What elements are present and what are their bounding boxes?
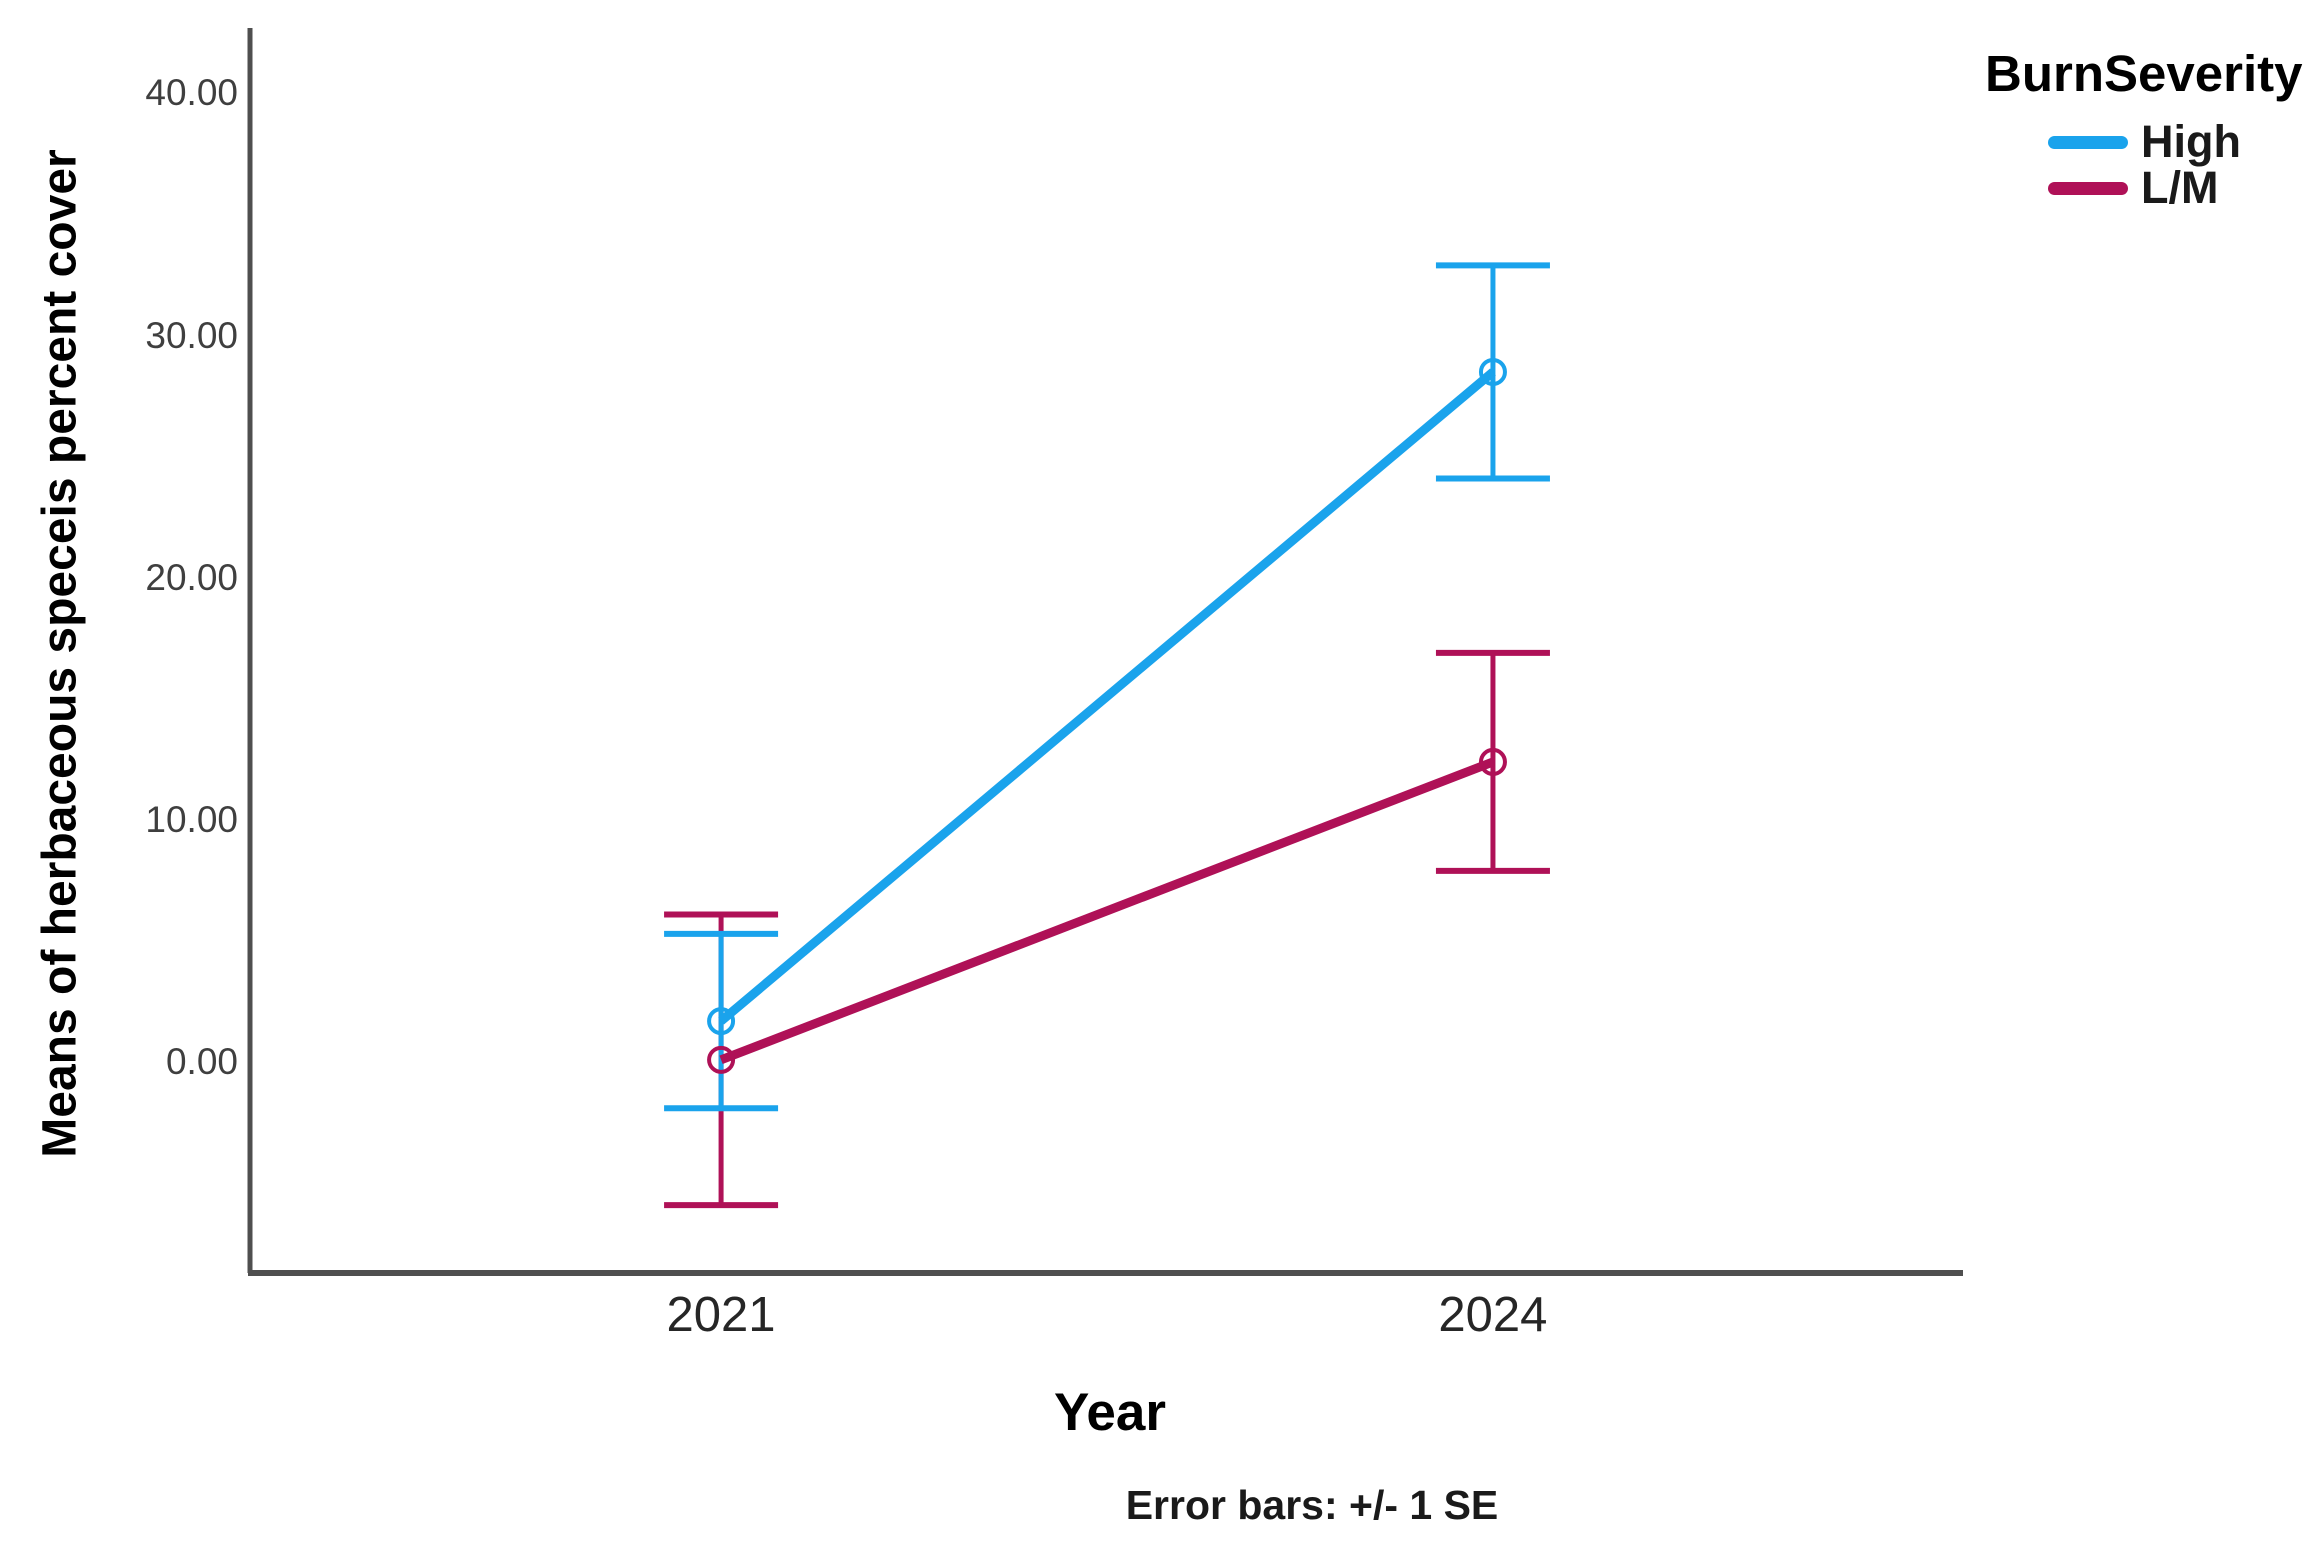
legend-title: BurnSeverity (1985, 45, 2303, 102)
data-point-marker-High (1478, 357, 1507, 386)
data-point-marker-High (707, 1007, 736, 1036)
error-bar-caption: Error bars: +/- 1 SE (1125, 1482, 1499, 1528)
y-tick-label: 10.00 (145, 799, 238, 841)
y-tick-label: 0.00 (165, 1041, 238, 1083)
y-axis-title: Means of herbaceous speceis percent cove… (33, 149, 87, 1158)
series-line-L/M (719, 757, 1495, 1065)
y-tick-label: 20.00 (145, 556, 238, 598)
x-tick-label: 2024 (1438, 1288, 1548, 1342)
x-tick-label: 2021 (666, 1288, 776, 1342)
y-tick-label: 40.00 (145, 72, 238, 114)
legend-item-high: High (2048, 119, 2302, 165)
legend-items: High L/M (2048, 119, 2302, 211)
legend: BurnSeverity High L/M (1985, 44, 2302, 211)
legend-item-label: High (2141, 116, 2241, 167)
legend-item-lm: L/M (2048, 165, 2302, 211)
legend-item-label: L/M (2141, 162, 2219, 213)
y-tick-label: 30.00 (145, 314, 238, 356)
series-line-High (718, 368, 1496, 1025)
data-point-marker-L/M (707, 1045, 736, 1074)
legend-swatch-lm-icon (2048, 181, 2128, 195)
x-axis-title: Year (1053, 1383, 1166, 1442)
data-point-marker-L/M (1478, 747, 1507, 776)
legend-swatch-high-icon (2048, 135, 2128, 149)
